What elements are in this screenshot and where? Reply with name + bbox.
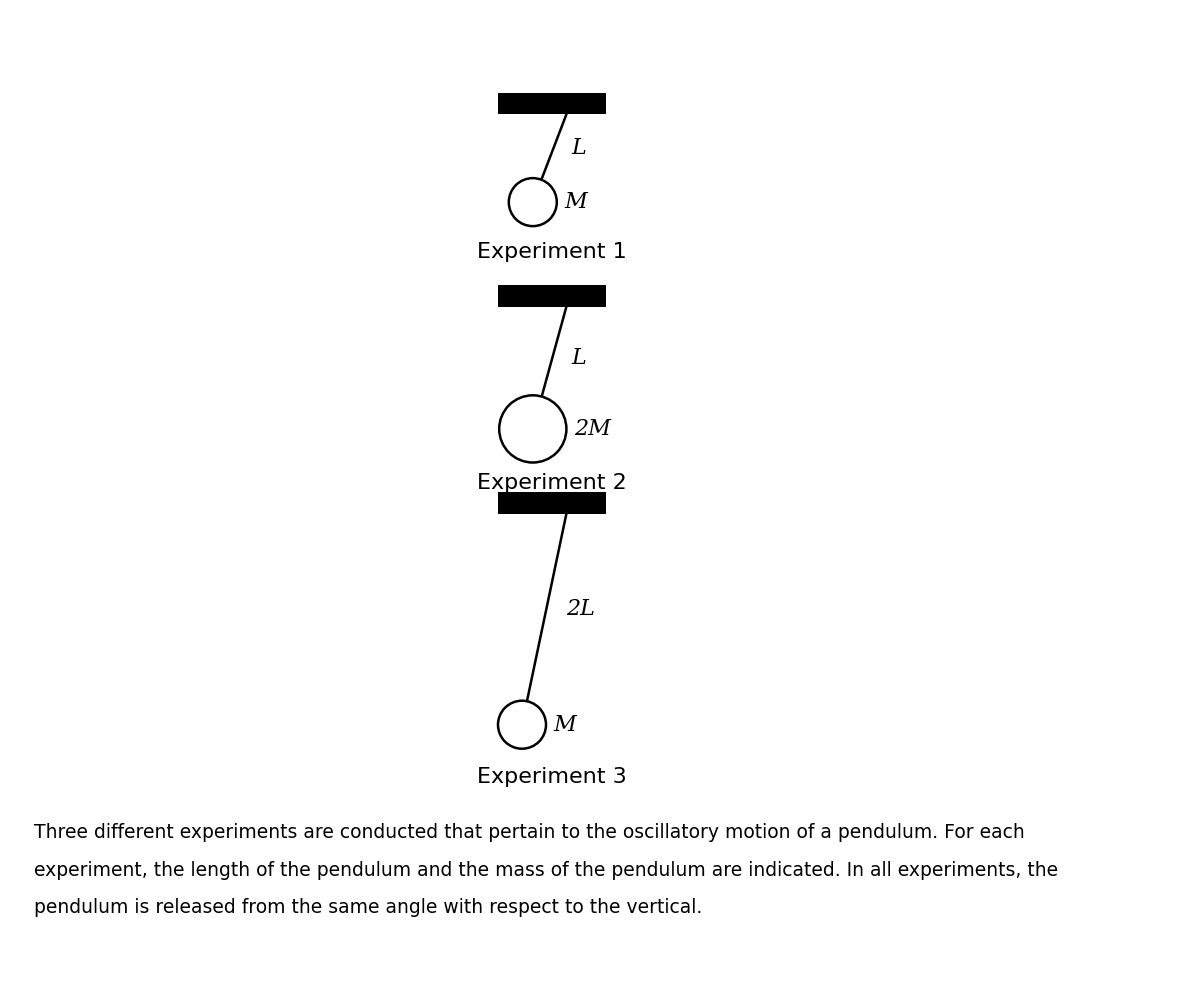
Text: L: L	[571, 137, 586, 160]
Text: experiment, the length of the pendulum and the mass of the pendulum are indicate: experiment, the length of the pendulum a…	[34, 861, 1057, 880]
Text: pendulum is released from the same angle with respect to the vertical.: pendulum is released from the same angle…	[34, 898, 702, 917]
Bar	[498, 285, 606, 307]
Ellipse shape	[499, 395, 566, 462]
Text: 2L: 2L	[566, 599, 595, 620]
Text: M: M	[553, 714, 576, 736]
Text: 2M: 2M	[574, 418, 611, 440]
Text: Three different experiments are conducted that pertain to the oscillatory motion: Three different experiments are conducte…	[34, 823, 1025, 842]
Text: L: L	[571, 347, 586, 369]
Ellipse shape	[509, 178, 557, 226]
Bar	[498, 93, 606, 114]
Bar	[498, 492, 606, 514]
Text: Experiment 2: Experiment 2	[478, 473, 626, 493]
Text: Experiment 1: Experiment 1	[478, 242, 626, 261]
Text: Experiment 3: Experiment 3	[478, 767, 626, 787]
Text: M: M	[564, 191, 587, 213]
Ellipse shape	[498, 701, 546, 748]
